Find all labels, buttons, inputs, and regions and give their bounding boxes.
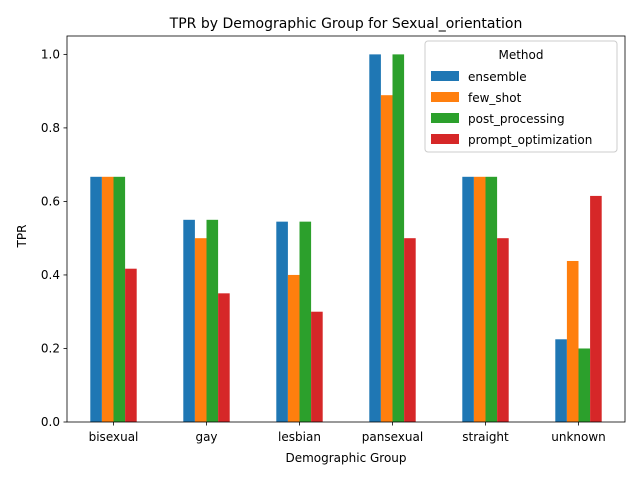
bar-prompt_optimization-gay xyxy=(218,293,230,422)
y-tick-label: 0.8 xyxy=(41,121,60,135)
bar-ensemble-gay xyxy=(183,219,195,422)
bar-prompt_optimization-straight xyxy=(497,238,509,422)
bar-few_shot-straight xyxy=(473,176,486,422)
bar-ensemble-lesbian xyxy=(276,221,288,422)
legend-label-prompt_optimization: prompt_optimization xyxy=(468,133,592,147)
series-few_shot xyxy=(101,95,579,422)
bar-post_processing-gay xyxy=(206,219,219,422)
bar-ensemble-straight xyxy=(462,176,474,422)
legend-swatch-ensemble xyxy=(431,71,459,81)
plot-frame xyxy=(66,35,626,423)
y-tick-label: 0.4 xyxy=(41,268,60,282)
series-ensemble xyxy=(90,54,567,422)
x-tick-label: bisexual xyxy=(89,430,139,444)
y-tick-label: 0.0 xyxy=(41,415,60,429)
bar-few_shot-lesbian xyxy=(287,274,300,422)
x-tick-label: lesbian xyxy=(278,430,321,444)
bar-few_shot-unknown xyxy=(566,260,579,422)
bar-ensemble-pansexual xyxy=(369,54,381,422)
bar-prompt_optimization-unknown xyxy=(590,195,602,422)
x-axis-label: Demographic Group xyxy=(285,451,406,465)
y-tick-label: 0.2 xyxy=(41,341,60,355)
x-tick-label: straight xyxy=(462,430,509,444)
legend-label-few_shot: few_shot xyxy=(468,91,522,105)
legend-swatch-prompt_optimization xyxy=(431,134,459,144)
x-tick-label: unknown xyxy=(551,430,606,444)
x-tick-label: pansexual xyxy=(362,430,423,444)
bar-ensemble-unknown xyxy=(555,339,567,422)
y-tick-label: 1.0 xyxy=(41,47,60,61)
series-post_processing xyxy=(113,54,591,422)
bar-few_shot-bisexual xyxy=(101,176,114,422)
bar-post_processing-unknown xyxy=(578,348,591,422)
y-tick-label: 0.6 xyxy=(41,194,60,208)
bar-prompt_optimization-bisexual xyxy=(125,268,137,422)
bar-prompt_optimization-pansexual xyxy=(404,238,416,422)
bar-few_shot-gay xyxy=(194,238,207,422)
legend-swatch-post_processing xyxy=(431,113,459,123)
legend-box xyxy=(424,40,618,153)
bar-post_processing-bisexual xyxy=(113,176,126,422)
legend-swatch-few_shot xyxy=(431,92,459,102)
bar-post_processing-pansexual xyxy=(392,54,405,422)
series-prompt_optimization xyxy=(125,195,602,422)
y-axis-label: TPR xyxy=(15,225,29,249)
x-tick-label: gay xyxy=(195,430,217,444)
bar-post_processing-straight xyxy=(485,176,498,422)
plot-area: 0.0 0.2 0.4 0.6 0.8 1.0 bisexual gay lesbian pans… xyxy=(41,35,626,444)
chart-title: TPR by Demographic Group for Sexual_orie… xyxy=(169,16,523,32)
bar-ensemble-bisexual xyxy=(90,176,102,422)
legend-label-post_processing: post_processing xyxy=(468,112,565,126)
legend-label-ensemble: ensemble xyxy=(468,70,527,84)
bar-few_shot-pansexual xyxy=(380,95,393,422)
legend: Method ensemble few_shot post_processingpro… xyxy=(424,40,618,153)
legend-title: Method xyxy=(498,48,543,62)
bar-prompt_optimization-lesbian xyxy=(311,311,323,422)
bar-post_processing-lesbian xyxy=(299,221,312,422)
